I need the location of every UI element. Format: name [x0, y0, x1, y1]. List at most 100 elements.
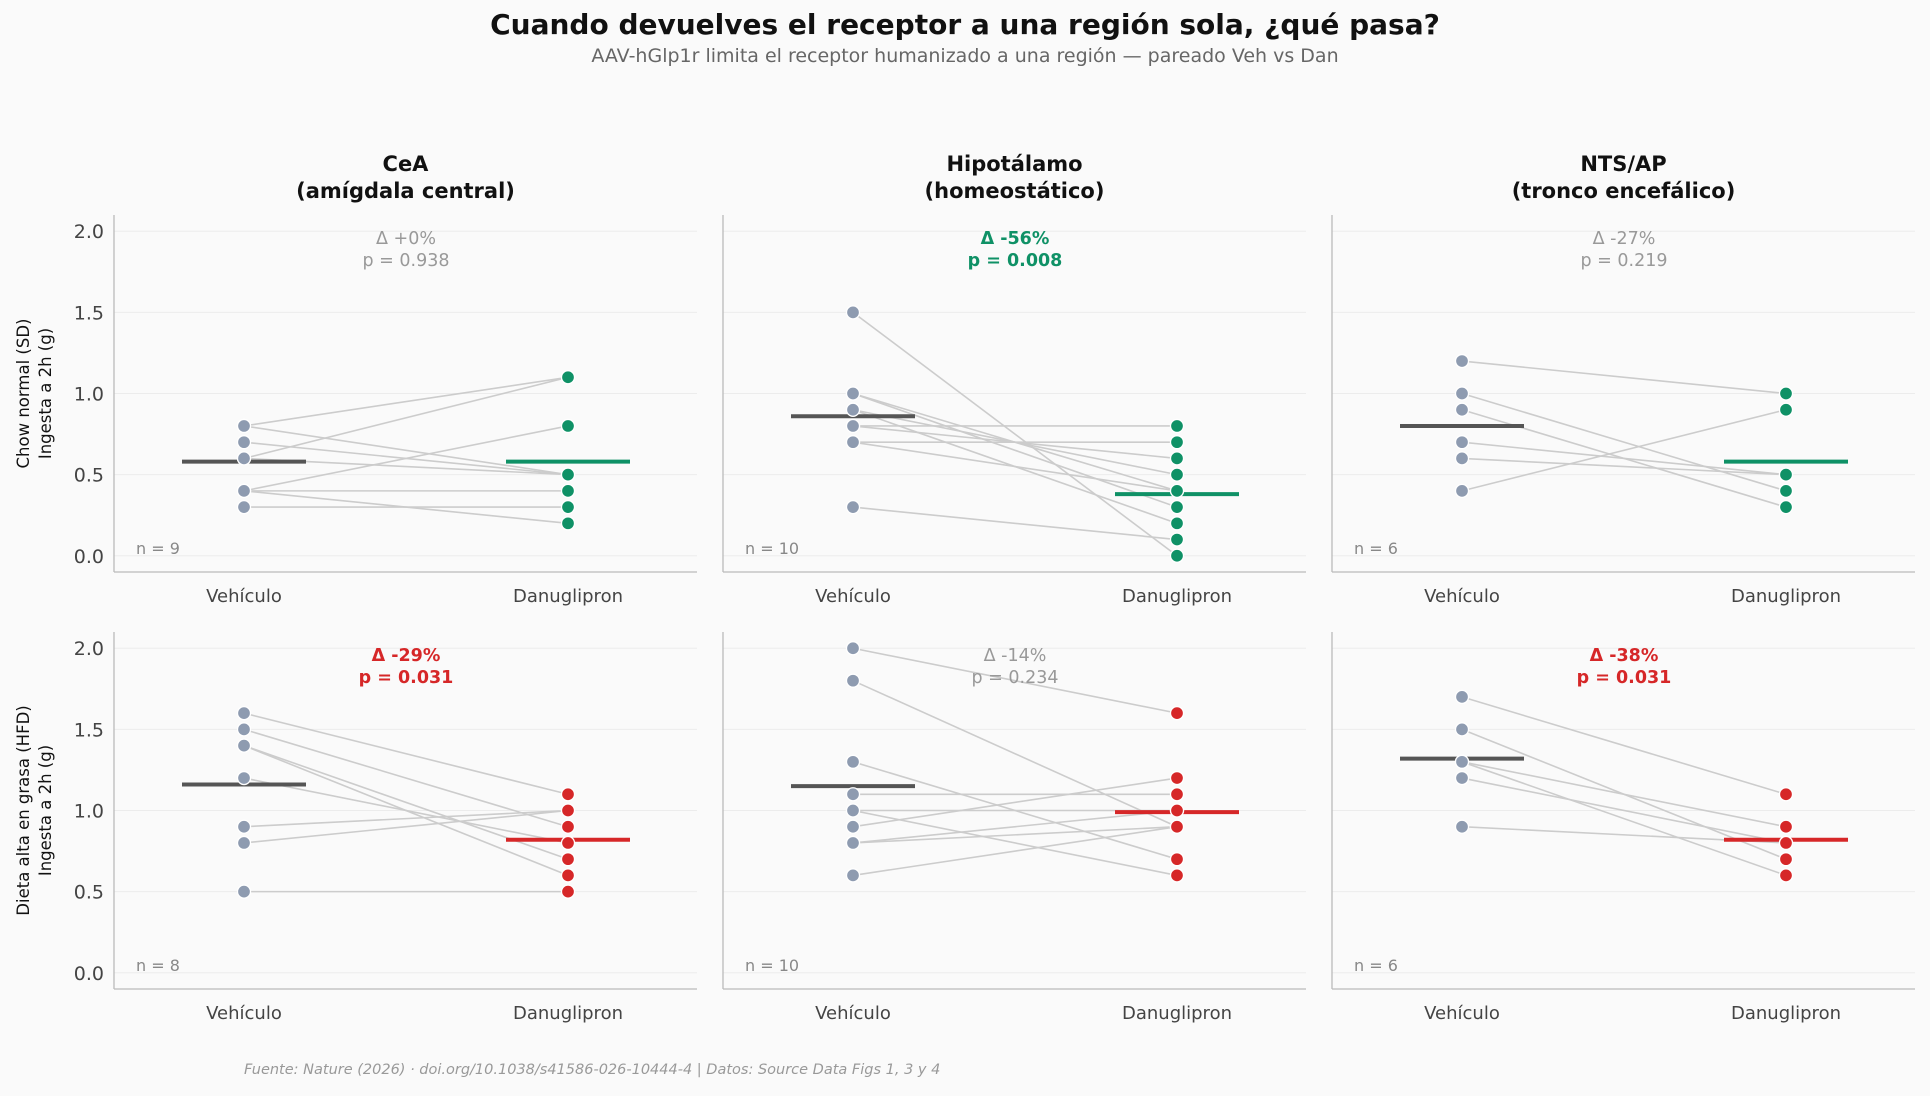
point-danuglipron — [1169, 483, 1185, 499]
row-axis-label: Chow normal (SD) — [14, 319, 33, 469]
point-danuglipron — [560, 499, 576, 515]
point-vehicle — [845, 754, 861, 769]
column-title: (homeostático) — [925, 179, 1105, 203]
point-vehicle — [1454, 770, 1470, 786]
point-vehicle — [236, 435, 252, 450]
n-label: n = 6 — [1354, 539, 1398, 558]
point-vehicle — [845, 673, 861, 688]
y-tick-label: 0.5 — [74, 882, 104, 904]
point-danuglipron — [1778, 467, 1794, 482]
point-vehicle — [236, 451, 252, 466]
point-danuglipron — [560, 852, 576, 867]
pair-line — [1461, 696, 1787, 796]
p-value-annotation: p = 0.031 — [1577, 668, 1672, 688]
point-vehicle — [845, 803, 861, 818]
x-tick-label: Danuglipron — [513, 1003, 623, 1024]
point-vehicle — [845, 418, 861, 434]
pair-line — [243, 376, 569, 460]
point-vehicle — [845, 835, 861, 851]
point-vehicle — [845, 499, 861, 515]
point-vehicle — [1454, 353, 1470, 369]
column-title: (amígdala central) — [296, 179, 515, 203]
pair-line — [852, 809, 1178, 877]
p-value-annotation: p = 0.008 — [968, 251, 1063, 271]
point-danuglipron — [560, 787, 576, 802]
point-danuglipron — [560, 483, 576, 499]
point-danuglipron — [560, 884, 576, 899]
y-tick-label: 2.0 — [74, 638, 104, 660]
pair-line — [243, 728, 569, 828]
x-tick-label: Danuglipron — [1731, 586, 1841, 607]
pair-line — [243, 712, 569, 796]
y-tick-label: 1.0 — [74, 384, 104, 406]
point-danuglipron — [1169, 548, 1185, 563]
pair-line — [243, 376, 569, 427]
chart-title: Cuando devuelves el receptor a una regió… — [490, 8, 1440, 41]
point-vehicle — [236, 819, 252, 834]
point-danuglipron — [560, 418, 576, 434]
point-vehicle — [236, 835, 252, 851]
point-vehicle — [1454, 722, 1470, 737]
point-vehicle — [845, 787, 861, 802]
x-tick-label: Vehículo — [1424, 586, 1500, 607]
point-danuglipron — [1778, 819, 1794, 834]
point-vehicle — [236, 705, 252, 721]
n-label: n = 9 — [136, 539, 180, 558]
point-danuglipron — [1778, 499, 1794, 515]
point-vehicle — [1454, 754, 1470, 769]
column-title: CeA — [383, 152, 430, 176]
point-danuglipron — [560, 803, 576, 818]
point-danuglipron — [560, 370, 576, 385]
pair-line — [852, 506, 1178, 541]
source-note: Fuente: Nature (2026) · doi.org/10.1038/… — [244, 1062, 941, 1078]
delta-annotation: Δ -29% — [372, 646, 441, 666]
pair-line — [852, 777, 1178, 828]
x-tick-label: Vehículo — [815, 1003, 891, 1024]
point-vehicle — [236, 770, 252, 786]
point-vehicle — [1454, 435, 1470, 450]
pair-line — [1461, 360, 1787, 395]
row-axis-label: Ingesta a 2h (g) — [36, 328, 55, 459]
y-tick-label: 2.0 — [74, 221, 104, 243]
point-danuglipron — [1169, 418, 1185, 434]
point-vehicle — [236, 738, 252, 753]
n-label: n = 10 — [745, 956, 799, 975]
x-tick-label: Danuglipron — [513, 586, 623, 607]
panel-1-2: Vehículo Danuglipron Δ -38%p = 0.031 n = 6 — [1331, 632, 1915, 1024]
point-danuglipron — [1778, 835, 1794, 851]
point-vehicle — [845, 641, 861, 656]
delta-annotation: Δ -27% — [1593, 229, 1656, 249]
y-tick-label: 1.5 — [74, 719, 104, 741]
point-vehicle — [236, 483, 252, 499]
pair-line — [1461, 761, 1787, 877]
point-vehicle — [236, 418, 252, 434]
point-vehicle — [845, 402, 861, 417]
point-danuglipron — [1169, 787, 1185, 802]
point-danuglipron — [1169, 435, 1185, 450]
point-vehicle — [1454, 689, 1470, 705]
pair-line — [852, 809, 1178, 844]
n-label: n = 8 — [136, 956, 180, 975]
y-tick-label: 1.0 — [74, 801, 104, 823]
delta-annotation: Δ -38% — [1590, 646, 1659, 666]
x-tick-label: Vehículo — [815, 586, 891, 607]
panel-1-1: Vehículo Danuglipron Δ -14%p = 0.234 n = 10 — [722, 632, 1306, 1024]
pair-line — [1461, 457, 1787, 476]
chart-subtitle: AAV-hGlp1r limita el receptor humanizado… — [591, 45, 1339, 67]
point-vehicle — [236, 884, 252, 899]
p-value-annotation: p = 0.219 — [1581, 251, 1668, 271]
x-tick-label: Vehículo — [206, 586, 282, 607]
x-tick-label: Danuglipron — [1122, 1003, 1232, 1024]
x-tick-label: Danuglipron — [1122, 586, 1232, 607]
point-danuglipron — [560, 819, 576, 834]
x-tick-label: Vehículo — [1424, 1003, 1500, 1024]
column-title: NTS/AP — [1580, 152, 1666, 176]
y-tick-label: 1.5 — [74, 302, 104, 324]
point-danuglipron — [1778, 386, 1794, 401]
y-tick-label: 0.0 — [74, 963, 104, 985]
pair-line — [852, 392, 1178, 508]
panel-0-2: Vehículo Danuglipron Δ -27%p = 0.219 n = 6 — [1331, 215, 1915, 607]
point-vehicle — [236, 499, 252, 515]
pair-line — [852, 825, 1178, 877]
